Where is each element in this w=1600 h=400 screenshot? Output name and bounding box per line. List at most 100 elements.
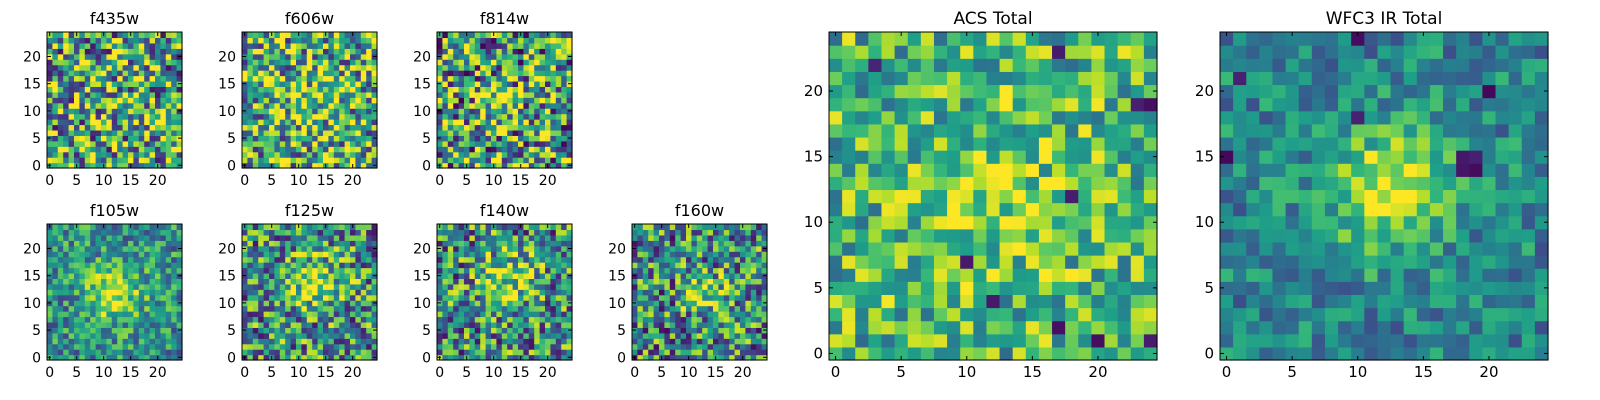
heatmap-cell <box>518 37 524 44</box>
heatmap-cell <box>523 48 530 55</box>
heatmap-cell <box>750 354 757 361</box>
heatmap-cell <box>269 327 275 334</box>
heatmap-cell <box>464 157 470 164</box>
heatmap-cell <box>263 251 270 258</box>
heatmap-cell <box>545 80 551 87</box>
heatmap-cell <box>312 354 319 361</box>
heatmap-cell <box>512 327 519 334</box>
heatmap-cell <box>122 86 129 93</box>
heatmap-cell <box>79 305 86 312</box>
heatmap-cell <box>306 37 313 44</box>
heatmap-cell <box>350 234 356 241</box>
heatmap-cell <box>90 354 97 361</box>
heatmap-cell <box>713 245 719 252</box>
heatmap-cell <box>561 316 568 323</box>
heatmap-cell <box>90 91 97 98</box>
heatmap-cell <box>534 64 541 71</box>
heatmap-cell <box>47 146 53 153</box>
heatmap-cell <box>301 289 308 296</box>
heatmap-cell <box>534 224 541 231</box>
heatmap-cell <box>317 140 324 147</box>
heatmap-cell <box>52 37 59 44</box>
heatmap-cell <box>447 86 454 93</box>
heatmap-cell <box>485 140 492 147</box>
heatmap-cell <box>138 321 145 328</box>
heatmap-cell <box>881 241 896 256</box>
heatmap-cell <box>79 289 86 296</box>
heatmap-cell <box>480 97 487 104</box>
heatmap-cell <box>986 189 1001 204</box>
heatmap-cell <box>84 48 91 55</box>
heatmap-cell <box>252 289 259 296</box>
heatmap-cell <box>561 64 568 71</box>
heatmap-cell <box>894 228 909 243</box>
heatmap-cell <box>501 256 508 263</box>
heatmap-cell <box>485 262 492 269</box>
heatmap-cell <box>437 338 443 345</box>
heatmap-cell <box>95 278 102 285</box>
heatmap-cell <box>669 234 676 241</box>
heatmap-cell <box>474 338 481 345</box>
heatmap-cell <box>485 354 492 361</box>
heatmap-cell <box>458 80 465 87</box>
heatmap-cell <box>106 245 113 252</box>
heatmap-cell <box>306 338 313 345</box>
heatmap-cell <box>550 332 557 339</box>
heatmap-cell <box>128 91 134 98</box>
heatmap-cell <box>165 140 172 147</box>
heatmap-cell <box>242 48 248 55</box>
heatmap-cell <box>68 59 75 66</box>
heatmap-cell <box>1091 228 1106 243</box>
heatmap-cell <box>491 349 497 356</box>
heatmap-cell <box>122 283 129 290</box>
heatmap-cell <box>707 272 714 279</box>
heatmap-cell <box>1052 320 1066 335</box>
heatmap-cell <box>491 135 497 142</box>
heatmap-cell <box>507 234 514 241</box>
heatmap-cell <box>523 97 530 104</box>
heatmap-cell <box>745 272 752 279</box>
heatmap-cell <box>333 256 340 263</box>
heatmap-cell <box>317 267 324 274</box>
heatmap-cell <box>333 332 340 339</box>
heatmap-cell <box>258 129 265 136</box>
heatmap-cell <box>561 256 568 263</box>
heatmap-cell <box>138 294 145 301</box>
heatmap-cell <box>90 272 97 279</box>
heatmap-cell <box>57 53 64 60</box>
heatmap-cell <box>881 202 896 217</box>
heatmap-cell <box>907 346 922 361</box>
heatmap-cell <box>642 262 649 269</box>
heatmap-cell <box>453 53 460 60</box>
x-tick-label: 0 <box>435 365 444 381</box>
heatmap-cell <box>57 316 64 323</box>
heatmap-cell <box>566 91 573 98</box>
heatmap-cell <box>675 289 682 296</box>
heatmap-cell <box>47 229 53 236</box>
heatmap-cell <box>312 91 319 98</box>
heatmap-cell <box>328 283 335 290</box>
heatmap-cell <box>545 140 551 147</box>
heatmap-cell <box>696 332 703 339</box>
heatmap-cell <box>101 349 107 356</box>
heatmap-cell <box>561 338 568 345</box>
heatmap-cell <box>366 64 373 71</box>
heatmap-cell <box>745 278 752 285</box>
heatmap-cell <box>659 321 665 328</box>
heatmap-cell <box>366 294 373 301</box>
heatmap-cell <box>328 234 335 241</box>
heatmap-cell <box>252 294 259 301</box>
heatmap-cell <box>160 75 167 82</box>
heatmap-cell <box>453 311 460 318</box>
heatmap-cell <box>756 251 763 258</box>
heatmap-cell <box>133 75 140 82</box>
heatmap-cell <box>101 229 107 236</box>
heatmap-cell <box>258 300 265 307</box>
heatmap-cell <box>675 267 682 274</box>
heatmap-cell <box>133 37 140 44</box>
heatmap-cell <box>160 224 167 231</box>
heatmap-cell <box>933 320 948 335</box>
heatmap-cell <box>512 53 519 60</box>
heatmap-cell <box>258 349 265 356</box>
heatmap-cell <box>371 124 378 131</box>
